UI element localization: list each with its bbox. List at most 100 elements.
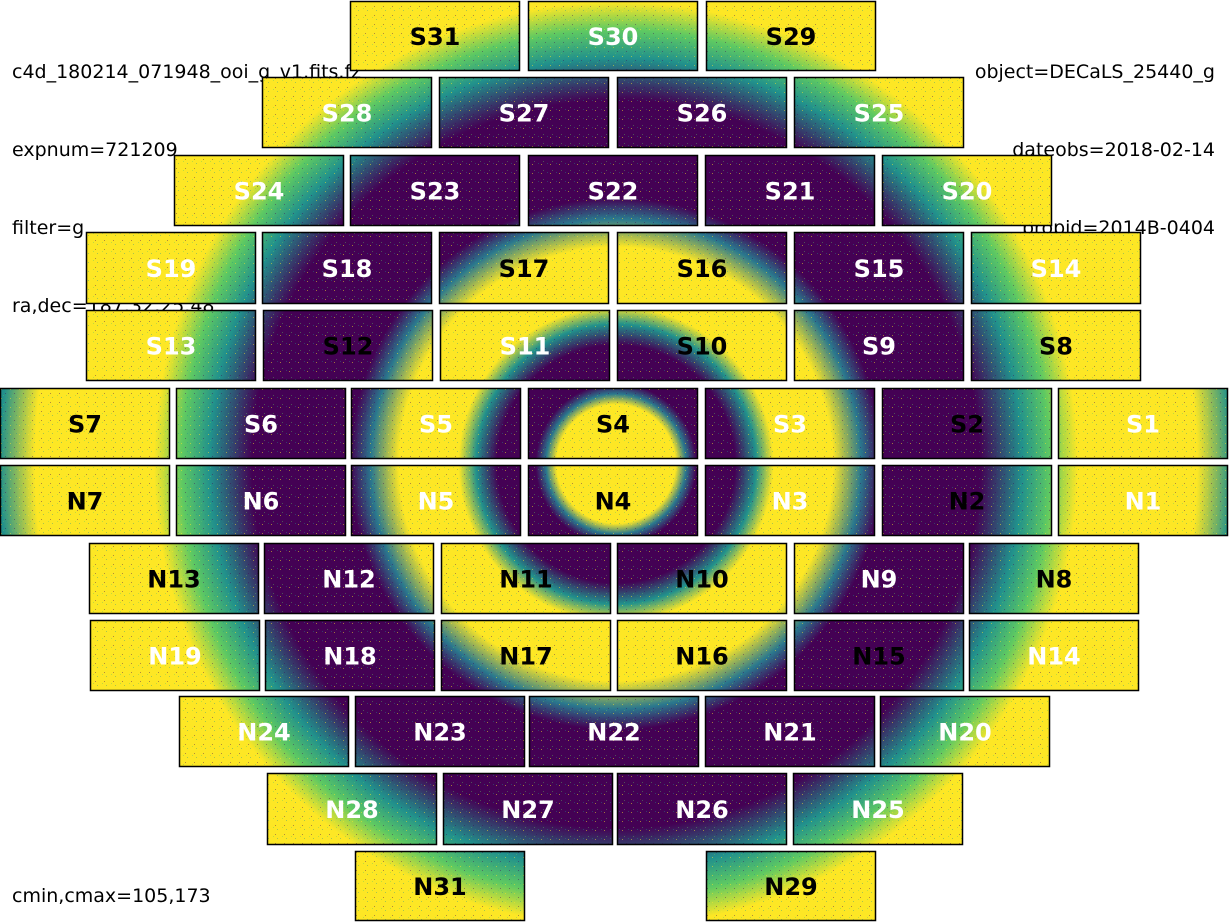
- ccd-label-s23: S23: [410, 178, 461, 206]
- ccd-label-n20: N20: [938, 719, 991, 747]
- ccd-s12: [262, 309, 434, 382]
- ccd-noise: [617, 310, 787, 381]
- ccd-n6: [175, 464, 347, 537]
- ccd-label-s9: S9: [862, 333, 896, 361]
- ccd-noise: [351, 388, 521, 459]
- ccd-noise: [263, 310, 433, 381]
- ccd-noise: [86, 310, 256, 381]
- ccd-border: [793, 231, 965, 305]
- ccd-border: [616, 309, 788, 382]
- ccd-border: [440, 619, 612, 692]
- ccd-label-n22: N22: [587, 719, 640, 747]
- ccd-noise: [971, 232, 1141, 304]
- ccd-label-n18: N18: [323, 643, 376, 671]
- ccd-noise: [617, 543, 787, 614]
- ccd-border: [438, 231, 610, 305]
- ccd-n27: [442, 772, 614, 846]
- ccd-label-n14: N14: [1027, 643, 1080, 671]
- ccd-border: [616, 772, 788, 846]
- ccd-noise: [1058, 465, 1228, 536]
- ccd-border: [705, 0, 877, 72]
- ccd-label-n11: N11: [499, 566, 552, 594]
- ccd-label-s7: S7: [68, 411, 102, 439]
- ccd-label-s15: S15: [854, 255, 905, 283]
- ccd-label-n10: N10: [675, 566, 728, 594]
- ccd-border: [175, 464, 347, 537]
- ccd-n1: [1057, 464, 1229, 537]
- ccd-border: [440, 542, 612, 615]
- ccd-label-n3: N3: [772, 488, 809, 516]
- ccd-s15: [793, 231, 965, 305]
- ccd-border: [349, 154, 521, 227]
- ccd-n24: [178, 695, 350, 768]
- ccd-border: [349, 0, 521, 72]
- ccd-label-n2: N2: [949, 488, 986, 516]
- ccd-n22: [528, 695, 700, 768]
- ccd-label-s17: S17: [499, 255, 550, 283]
- ccd-noise: [90, 620, 260, 691]
- ccd-noise: [89, 543, 259, 614]
- ccd-noise: [794, 620, 964, 691]
- ccd-noise: [706, 1, 876, 71]
- ccd-border: [879, 695, 1051, 768]
- ccd-noise: [705, 696, 875, 767]
- ccd-n10: [616, 542, 788, 615]
- ccd-border: [793, 542, 965, 615]
- ccd-border: [704, 695, 876, 768]
- ccd-noise: [705, 465, 875, 536]
- ccd-label-s25: S25: [854, 100, 905, 128]
- ccd-border: [704, 154, 876, 227]
- ccd-border: [793, 619, 965, 692]
- ccd-border: [89, 619, 261, 692]
- ccd-label-s29: S29: [766, 23, 817, 51]
- ccd-border: [881, 154, 1053, 227]
- ccd-label-s4: S4: [596, 411, 630, 439]
- ccd-border: [85, 309, 257, 382]
- ccd-n15: [793, 619, 965, 692]
- ccd-label-n7: N7: [67, 488, 104, 516]
- ccd-label-s11: S11: [500, 333, 551, 361]
- ccd-label-s18: S18: [322, 255, 373, 283]
- ccd-label-n23: N23: [413, 719, 466, 747]
- ccd-noise: [969, 620, 1139, 691]
- ccd-noise: [794, 77, 964, 148]
- ccd-border: [178, 695, 350, 768]
- ccd-n20: [879, 695, 1051, 768]
- ccd-label-s3: S3: [773, 411, 807, 439]
- ccd-border: [528, 695, 700, 768]
- ccd-border: [264, 619, 436, 692]
- ccd-border: [527, 0, 699, 72]
- ccd-s7: [0, 387, 171, 460]
- ccd-s30: [527, 0, 699, 72]
- ccd-label-n15: N15: [852, 643, 905, 671]
- ccd-n3: [704, 464, 876, 537]
- ccd-s13: [85, 309, 257, 382]
- ccd-label-s31: S31: [410, 23, 461, 51]
- ccd-s19: [85, 231, 257, 305]
- ccd-noise: [882, 155, 1052, 226]
- ccd-noise: [439, 77, 609, 148]
- ccd-border: [970, 231, 1142, 305]
- ccd-label-s10: S10: [677, 333, 728, 361]
- ccd-border: [792, 772, 964, 846]
- ccd-noise: [441, 620, 611, 691]
- ccd-s11: [439, 309, 611, 382]
- ccd-label-s16: S16: [677, 255, 728, 283]
- ccd-border: [705, 850, 877, 922]
- color-limits-label: cmin,cmax=105,173: [12, 885, 211, 907]
- ccd-label-s5: S5: [419, 411, 453, 439]
- ccd-border: [527, 387, 699, 460]
- ccd-label-n13: N13: [147, 566, 200, 594]
- ccd-label-n19: N19: [148, 643, 201, 671]
- ccd-border: [527, 154, 699, 227]
- ccd-noise: [794, 232, 964, 304]
- ccd-s20: [881, 154, 1053, 227]
- ccd-s24: [173, 154, 345, 227]
- ccd-n21: [704, 695, 876, 768]
- ccd-noise: [350, 155, 520, 226]
- ccd-s1: [1057, 387, 1229, 460]
- ccd-n17: [440, 619, 612, 692]
- ccd-noise: [528, 1, 698, 71]
- ccd-border: [527, 464, 699, 537]
- ccd-label-s12: S12: [323, 333, 374, 361]
